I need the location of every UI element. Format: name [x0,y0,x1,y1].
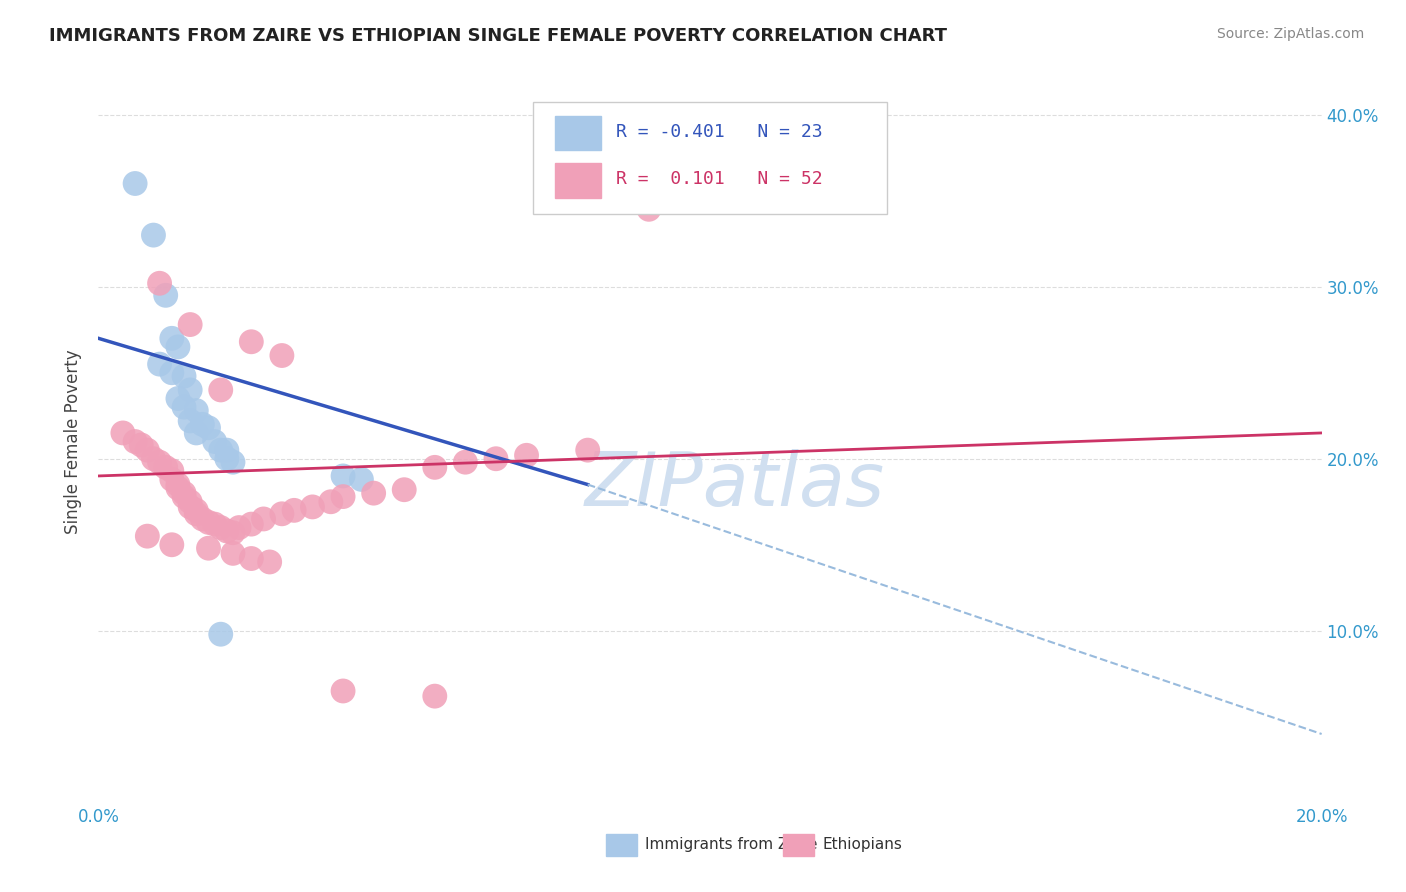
Bar [606,834,637,855]
Point [186,425,208,440]
Point [209,443,232,458]
Point [124,434,146,449]
Bar [783,834,814,855]
Point [363,486,385,500]
Point [173,369,195,384]
Point [240,517,263,532]
Point [423,689,446,703]
Point [283,503,305,517]
Point [197,516,219,530]
Text: IMMIGRANTS FROM ZAIRE VS ETHIOPIAN SINGLE FEMALE POVERTY CORRELATION CHART: IMMIGRANTS FROM ZAIRE VS ETHIOPIAN SINGL… [49,27,948,45]
Point [215,524,238,538]
Point [222,546,245,560]
Point [124,177,146,191]
FancyBboxPatch shape [533,102,887,214]
Bar [555,163,602,198]
Point [222,455,245,469]
Point [485,451,508,466]
Point [423,460,446,475]
Point [149,277,172,291]
Point [204,434,226,449]
Point [179,383,201,397]
Text: ZIPatlas: ZIPatlas [585,449,884,521]
Point [191,417,214,432]
Point [259,555,281,569]
Text: R = -0.401   N = 23: R = -0.401 N = 23 [616,123,823,141]
Point [516,448,538,462]
Point [173,490,195,504]
Point [301,500,323,514]
Point [179,500,201,514]
Point [136,443,159,458]
Point [332,469,354,483]
Text: R =  0.101   N = 52: R = 0.101 N = 52 [616,170,823,188]
Bar [555,116,602,151]
Point [167,340,190,354]
Point [142,451,165,466]
Point [215,451,238,466]
Y-axis label: Single Female Poverty: Single Female Poverty [65,350,83,533]
Point [173,486,195,500]
Point [173,400,195,414]
Point [350,472,373,486]
Point [576,443,599,458]
Point [392,483,416,497]
Point [332,684,354,698]
Point [209,383,232,397]
Point [111,425,134,440]
Point [136,529,159,543]
Point [155,288,177,302]
Point [197,541,219,556]
Point [204,517,226,532]
Point [252,512,274,526]
Text: Source: ZipAtlas.com: Source: ZipAtlas.com [1216,27,1364,41]
Point [155,460,177,475]
Point [149,455,172,469]
Text: Ethiopians: Ethiopians [823,838,903,852]
Point [160,472,183,486]
Point [179,494,201,508]
Point [222,525,245,540]
Text: Immigrants from Zaire: Immigrants from Zaire [645,838,818,852]
Point [149,357,172,371]
Point [179,318,201,332]
Point [191,512,214,526]
Point [270,507,292,521]
Point [186,403,208,417]
Point [332,490,354,504]
Point [637,202,661,217]
Point [167,481,190,495]
Point [186,503,208,517]
Point [215,443,238,458]
Point [240,334,263,349]
Point [160,331,183,345]
Point [454,455,477,469]
Point [319,494,342,508]
Point [167,477,190,491]
Point [186,507,208,521]
Point [160,538,183,552]
Point [167,392,190,406]
Point [160,366,183,380]
Point [270,349,292,363]
Point [209,627,232,641]
Point [228,520,250,534]
Point [129,438,152,452]
Point [160,464,183,478]
Point [197,421,219,435]
Point [209,520,232,534]
Point [179,414,201,428]
Point [142,228,165,243]
Point [240,551,263,566]
